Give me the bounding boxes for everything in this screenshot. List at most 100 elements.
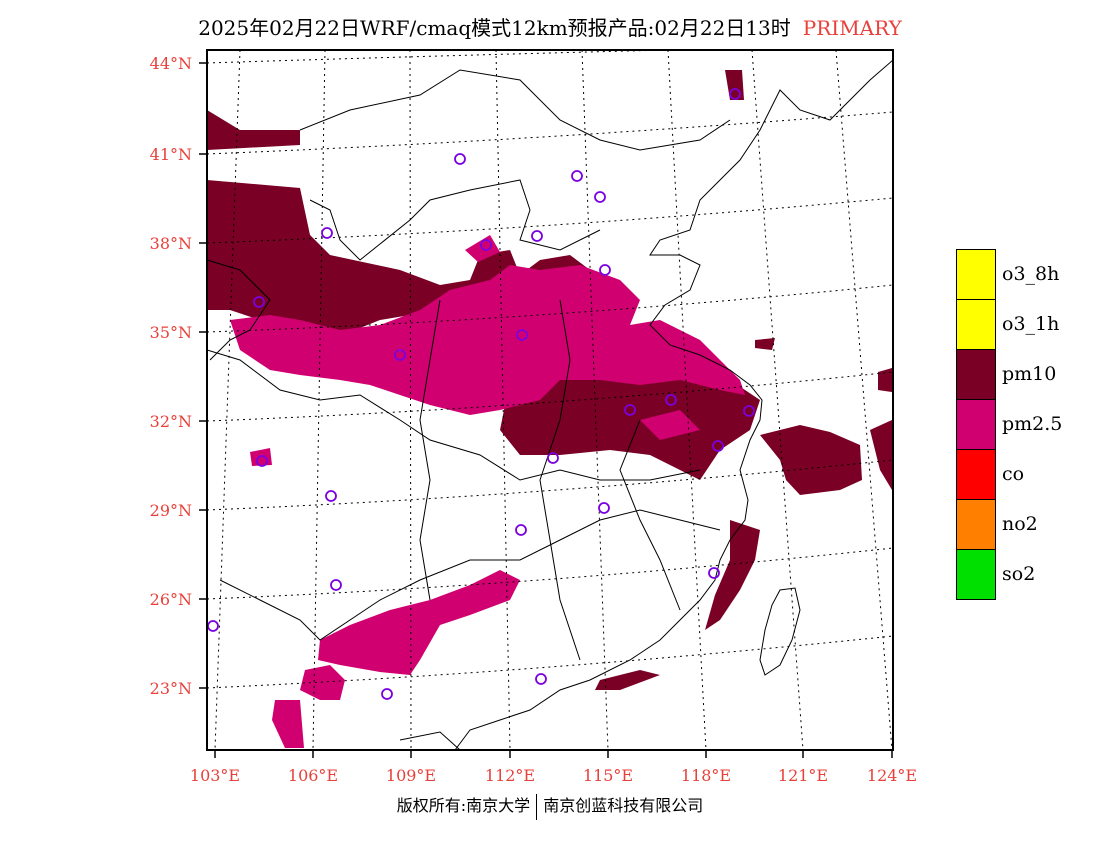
pm25-regions — [230, 235, 745, 748]
copyright-left: 版权所有:南京大学 — [396, 796, 531, 815]
province-border-central — [207, 349, 701, 481]
tick-marks — [199, 62, 893, 758]
legend-label: pm2.5 — [1002, 413, 1063, 435]
lon-label-109: 109°E — [385, 766, 437, 785]
coastline — [454, 59, 893, 750]
pm25-guangxi-block — [318, 570, 520, 675]
legend-label: no2 — [1002, 513, 1038, 535]
province-border-vertical-2 — [539, 299, 581, 661]
legend-swatch — [956, 349, 996, 400]
station-marker — [743, 405, 755, 417]
province-border-west — [207, 259, 271, 361]
lon-label-118: 118°E — [680, 766, 732, 785]
meridian-112 — [495, 50, 511, 750]
station-marker — [665, 394, 677, 406]
meridian-106 — [312, 50, 326, 750]
hainan-outline — [399, 731, 461, 750]
pm25-central-plume — [230, 265, 745, 415]
boundary-lines — [207, 59, 893, 750]
pm10-sea-block — [760, 425, 862, 495]
province-border-vertical-3 — [619, 419, 681, 611]
station-marker — [394, 349, 406, 361]
pm10-shandong-small — [755, 338, 775, 350]
legend-label: pm10 — [1002, 363, 1057, 385]
station-marker — [531, 230, 543, 242]
station-marker — [480, 239, 492, 251]
pm10-central-east-block — [500, 370, 760, 480]
parallel-41 — [207, 111, 893, 155]
parallel-38 — [207, 197, 893, 244]
pm10-northeast-spot — [725, 70, 744, 100]
copyright-right: 南京创蓝科技有限公司 — [543, 796, 704, 815]
pm10-east-edge-top — [878, 368, 892, 392]
pm10-east-edge — [870, 420, 892, 490]
meridian-103 — [214, 50, 241, 750]
title-text: 2025年02月22日WRF/cmaq模式12km预报产品:02月22日13时 — [198, 16, 791, 40]
lat-label-32: 32°N — [149, 412, 192, 431]
lon-label-115: 115°E — [582, 766, 634, 785]
legend-label: co — [1002, 463, 1025, 485]
lat-label-26: 26°N — [149, 590, 192, 609]
lon-label-121: 121°E — [777, 766, 829, 785]
station-marker — [599, 264, 611, 276]
lat-label-29: 29°N — [149, 501, 192, 520]
legend-swatch — [956, 499, 996, 550]
legend-swatch — [956, 399, 996, 450]
station-marker — [454, 153, 466, 165]
lat-label-35: 35°N — [149, 323, 192, 342]
map-title: 2025年02月22日WRF/cmaq模式12km预报产品:02月22日13时 P… — [0, 12, 1100, 41]
station-marker — [515, 524, 527, 536]
pm10-north-west-block — [207, 110, 300, 150]
lat-label-23: 23°N — [149, 679, 192, 698]
station-marker — [207, 620, 219, 632]
lon-label-112: 112°E — [484, 766, 536, 785]
lat-label-44: 44°N — [149, 54, 192, 73]
station-marker — [547, 452, 559, 464]
legend-label: o3_8h — [1002, 263, 1060, 285]
map-content — [207, 50, 893, 750]
meridian-109 — [409, 50, 412, 750]
station-markers — [207, 88, 755, 700]
station-marker — [535, 673, 547, 685]
legend-swatch — [956, 299, 996, 350]
copyright-separator — [536, 793, 538, 820]
meridian-124 — [835, 50, 893, 750]
station-marker — [708, 567, 720, 579]
station-marker — [330, 579, 342, 591]
station-marker — [253, 296, 265, 308]
meridian-115 — [581, 50, 609, 750]
parallel-32 — [207, 371, 893, 422]
station-marker — [729, 88, 741, 100]
pm25-yunnan-strip — [272, 700, 304, 748]
station-marker — [624, 404, 636, 416]
title-pollutant-tag: PRIMARY — [802, 16, 902, 40]
parallel-23 — [207, 635, 893, 689]
taiwan-outline — [759, 587, 801, 676]
station-marker — [598, 502, 610, 514]
graticule — [207, 50, 893, 750]
copyright-footer: 版权所有:南京大学 南京创蓝科技有限公司 — [0, 792, 1100, 820]
pm25-east-spot — [640, 410, 700, 440]
lon-label-124: 124°E — [866, 766, 918, 785]
lon-label-106: 106°E — [287, 766, 339, 785]
legend-label: o3_1h — [1002, 313, 1060, 335]
station-marker — [594, 191, 606, 203]
station-marker — [571, 170, 583, 182]
parallel-29 — [207, 459, 893, 511]
province-border-south — [219, 509, 721, 641]
lon-label-103: 103°E — [189, 766, 241, 785]
station-marker — [256, 455, 268, 467]
station-marker — [712, 440, 724, 452]
station-marker — [516, 329, 528, 341]
province-border-yellow-river — [309, 179, 601, 261]
legend-swatch — [956, 449, 996, 500]
legend-label: so2 — [1002, 563, 1036, 585]
map-frame — [206, 49, 894, 751]
province-border-north — [299, 69, 731, 151]
pm10-fujian-coast — [705, 520, 760, 630]
parallel-35 — [207, 284, 893, 333]
station-marker — [381, 688, 393, 700]
station-marker — [321, 227, 333, 239]
legend-swatch — [956, 249, 996, 300]
